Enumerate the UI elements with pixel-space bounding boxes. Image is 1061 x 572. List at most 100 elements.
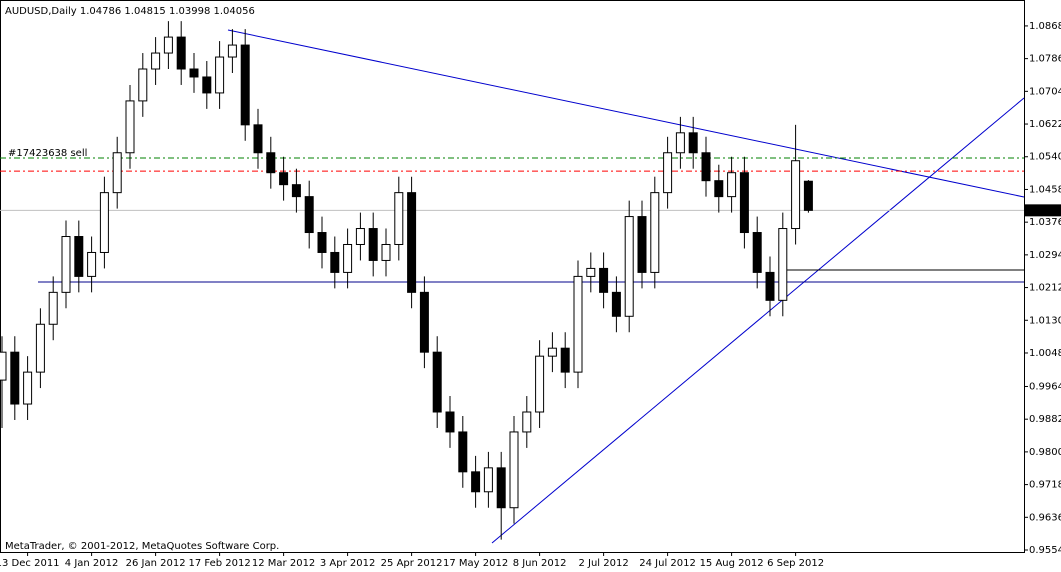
candle-body	[675, 132, 685, 154]
x-tick-label: 8 Jun 2012	[513, 558, 567, 569]
y-tick-label: 1.02120	[1029, 283, 1061, 294]
candle-body	[714, 180, 724, 198]
candle-body	[355, 228, 365, 245]
candle-body	[650, 192, 660, 273]
y-tick-label: 1.07040	[1029, 86, 1061, 97]
x-tick-label: 15 Aug 2012	[700, 558, 764, 569]
candle-body	[253, 124, 263, 154]
candle-body	[394, 192, 404, 245]
y-tick-label: 1.07860	[1029, 54, 1061, 65]
candle-body	[23, 371, 33, 405]
candle-body	[752, 232, 762, 273]
candle-body	[471, 471, 481, 493]
candle-body	[10, 351, 20, 405]
candle-body	[803, 180, 813, 211]
candle-body	[317, 232, 327, 253]
price-label: 1.04056	[1026, 205, 1061, 216]
candle-body	[599, 267, 609, 293]
candle-body	[0, 351, 7, 381]
candle-body	[701, 152, 711, 182]
x-tick-label: 3 Apr 2012	[320, 558, 375, 569]
x-tick-label: 6 Sep 2012	[767, 558, 824, 569]
x-tick-label: 4 Jan 2012	[65, 558, 119, 569]
chart-title: AUDUSD,Daily 1.04786 1.04815 1.03998 1.0…	[5, 6, 255, 17]
candle-body	[266, 152, 276, 174]
x-tick-label: 26 Jan 2012	[126, 558, 186, 569]
level-label: #17423638 sell	[8, 148, 87, 159]
candle-body	[138, 68, 148, 102]
candle-body	[739, 172, 749, 234]
candle-body	[419, 291, 429, 353]
candle-body	[791, 160, 801, 230]
candle-body	[535, 355, 545, 413]
candle-body	[637, 216, 647, 273]
candle-body	[611, 291, 621, 317]
candle-body	[765, 271, 775, 301]
candle-body	[330, 251, 340, 273]
y-tick-label: 1.02940	[1029, 250, 1061, 261]
candle-body	[343, 243, 353, 273]
x-tick-label: 24 Jul 2012	[639, 558, 696, 569]
y-tick-label: 1.06220	[1029, 119, 1061, 130]
candle-body	[215, 56, 225, 94]
candle-body	[522, 411, 532, 433]
x-tick-label: 13 Dec 2011	[0, 558, 60, 569]
price-box	[1024, 204, 1061, 217]
x-tick-label: 12 Mar 2012	[252, 558, 315, 569]
candle-body	[688, 132, 698, 154]
candle-body	[74, 236, 84, 277]
candle-body	[483, 467, 493, 493]
trend-line	[227, 29, 1025, 198]
candle-body	[778, 228, 788, 301]
candle-body	[125, 100, 135, 154]
candle-body	[304, 196, 314, 234]
x-tick-label: 17 May 2012	[443, 558, 508, 569]
x-tick-label: 17 Feb 2012	[188, 558, 250, 569]
candle-body	[547, 347, 557, 357]
candle-body	[99, 192, 109, 253]
candle-body	[279, 172, 289, 186]
y-tick-label: 1.03760	[1029, 217, 1061, 228]
candle-body	[189, 68, 199, 78]
candle-body	[663, 152, 673, 194]
y-tick-label: 1.05400	[1029, 152, 1061, 163]
candle-body	[61, 236, 71, 293]
candle-body	[176, 36, 186, 70]
candle-body	[624, 216, 634, 317]
y-tick-label: 0.95540	[1029, 545, 1061, 556]
candle-body	[163, 36, 173, 54]
candle-body	[727, 172, 737, 198]
candle-body	[560, 347, 570, 373]
candle-body	[381, 243, 391, 261]
candle-body	[291, 184, 301, 198]
candle-body	[368, 228, 378, 261]
candle-body	[509, 431, 519, 509]
x-tick-label: 25 Apr 2012	[381, 558, 443, 569]
candle-body	[48, 291, 58, 325]
y-tick-label: 1.08680	[1029, 21, 1061, 32]
x-tick-label: 2 Jul 2012	[578, 558, 628, 569]
footer: MetaTrader, © 2001-2012, MetaQuotes Soft…	[5, 541, 279, 552]
candle-body	[407, 192, 417, 293]
candle-body	[202, 76, 212, 94]
candle-body	[432, 351, 442, 413]
y-tick-label: 1.01300	[1029, 315, 1061, 326]
candle-body	[227, 44, 237, 58]
candle-body	[151, 52, 161, 70]
candle-body	[496, 467, 506, 509]
candle-body	[35, 323, 45, 373]
candle-body	[240, 44, 250, 126]
candle-body	[445, 411, 455, 433]
trend-line	[491, 97, 1025, 544]
candle-body	[112, 152, 122, 194]
candle-body	[573, 275, 583, 373]
plot-frame	[0, 0, 1025, 553]
y-tick-label: 1.04580	[1029, 184, 1061, 195]
